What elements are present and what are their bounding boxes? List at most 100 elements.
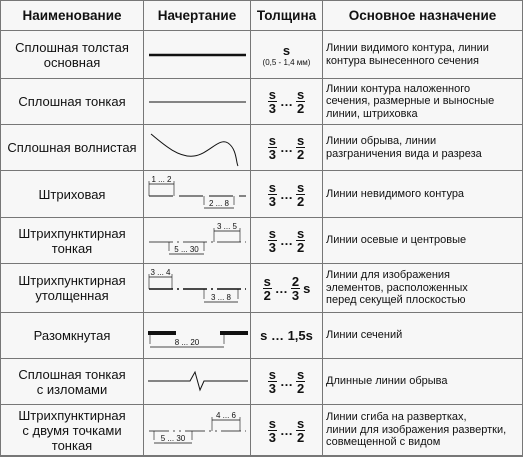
numerator: 2 xyxy=(290,273,301,289)
thickness-text: … xyxy=(280,186,293,202)
denominator: 2 xyxy=(297,240,305,255)
numerator: s xyxy=(267,415,277,431)
line-drawing: 4 ... 6 5 ... 30 xyxy=(149,411,246,443)
drawing-cell xyxy=(144,125,251,171)
purpose-text: Линии контура наложенного сечения, разме… xyxy=(326,82,495,120)
drawing-cell: 3 ... 4 3 ... 8 xyxy=(144,264,251,313)
numerator: s xyxy=(296,415,306,431)
numerator: s xyxy=(262,273,272,289)
line-name: Штрихпунктирная с двумя точками тонкая xyxy=(18,407,126,453)
purpose-cell: Линии обрыва, линии разграничения вида и… xyxy=(323,125,522,171)
purpose-text: Линии обрыва, линии разграничения вида и… xyxy=(326,135,482,160)
name-cell: Штрихпунктирная утолщенная xyxy=(1,264,144,313)
header-text: Основное назначение xyxy=(348,8,497,23)
purpose-cell: Линии контура наложенного сечения, разме… xyxy=(323,79,522,125)
thickness-cell: s 3… s 2 xyxy=(251,405,323,456)
thickness-text: … xyxy=(280,233,293,248)
purpose-cell: Линии для изображения элементов, располо… xyxy=(323,264,522,313)
thickness-cell: s 3… s 2 xyxy=(251,171,323,218)
thickness-text: s … 1,5s xyxy=(260,328,313,343)
name-cell: Разомкнутая xyxy=(1,313,144,359)
header-text: Наименование xyxy=(22,8,122,23)
numerator: s xyxy=(267,179,277,195)
denominator: 3 xyxy=(268,147,276,162)
dimension-label: 1 ... 2 xyxy=(151,175,172,184)
numerator: s xyxy=(267,87,277,102)
name-cell: Штрихпунктирная тонкая xyxy=(1,218,144,264)
dimension-label: 5 ... 30 xyxy=(174,245,199,254)
numerator: s xyxy=(296,87,306,102)
denominator: 3 xyxy=(268,240,276,255)
thickness-text: s xyxy=(303,280,311,296)
name-cell: Сплошная тонкая с изломами xyxy=(1,359,144,405)
dimension-label: 3 ... 8 xyxy=(211,293,232,302)
line-name: Сплошная тонкая xyxy=(18,94,126,109)
line-name: Сплошная толстая основная xyxy=(15,39,129,70)
purpose-cell: Линии сечений xyxy=(323,313,522,359)
denominator: 2 xyxy=(297,147,305,162)
thickness-text: s xyxy=(282,42,291,58)
thickness-cell: s (0,5 - 1,4 мм) xyxy=(251,31,323,79)
name-cell: Штрихпунктирная с двумя точками тонкая xyxy=(1,405,144,456)
thickness-text: … xyxy=(280,94,293,109)
thickness-text: … xyxy=(280,140,293,155)
line-drawing: 3 ... 4 3 ... 8 xyxy=(148,268,246,302)
header-cell: Основное назначение xyxy=(323,1,522,31)
line-drawing: 3 ... 5 5 ... 30 xyxy=(149,222,246,254)
line-name: Штриховая xyxy=(38,186,106,202)
denominator: 2 xyxy=(297,101,305,116)
denominator: 2 xyxy=(297,193,305,209)
header-cell: Начертание xyxy=(144,1,251,31)
numerator: s xyxy=(267,367,277,382)
name-cell: Сплошная волнистая xyxy=(1,125,144,171)
line-name: Штрихпунктирная утолщенная xyxy=(18,273,126,303)
drawing-cell: 3 ... 5 5 ... 30 xyxy=(144,218,251,264)
line-name: Сплошная тонкая с изломами xyxy=(18,366,126,397)
denominator: 2 xyxy=(297,429,305,445)
drawing-cell xyxy=(144,359,251,405)
header-text: Начертание xyxy=(157,8,237,23)
denominator: 3 xyxy=(268,193,276,209)
name-cell: Сплошная толстая основная xyxy=(1,31,144,79)
thickness-value: s xyxy=(283,43,290,58)
numerator: s xyxy=(296,226,306,241)
denominator: 3 xyxy=(291,287,300,303)
line-drawing xyxy=(149,101,246,102)
purpose-text: Длинные линии обрыва xyxy=(326,375,448,388)
line-name: Сплошная волнистая xyxy=(7,140,137,155)
purpose-cell: Линии невидимого контура xyxy=(323,171,522,218)
purpose-cell: Длинные линии обрыва xyxy=(323,359,522,405)
purpose-text: Линии осевые и центровые xyxy=(326,234,467,247)
dimension-label: 8 ... 20 xyxy=(175,338,200,347)
denominator: 3 xyxy=(268,101,276,116)
thickness-cell: s 2… 2 3 s xyxy=(251,264,323,313)
thickness-text: … xyxy=(274,280,288,296)
dimension-label: 5 ... 30 xyxy=(161,434,186,443)
dimension-label: 3 ... 4 xyxy=(150,268,171,277)
numerator: s xyxy=(267,226,277,241)
thickness-cell: s 3… s 2 xyxy=(251,79,323,125)
purpose-text: Линии невидимого контура xyxy=(326,187,465,200)
drawing-cell: 4 ... 6 5 ... 30 xyxy=(144,405,251,456)
name-cell: Штриховая xyxy=(1,171,144,218)
purpose-text: Линии сгиба на развертках, линии для изо… xyxy=(326,411,507,449)
denominator: 3 xyxy=(268,429,276,445)
break-line xyxy=(148,370,248,391)
denominator: 2 xyxy=(297,381,305,396)
thickness-cell: s 3… s 2 xyxy=(251,359,323,405)
name-cell: Сплошная тонкая xyxy=(1,79,144,125)
line-drawing xyxy=(148,370,248,391)
line-name: Штрихпунктирная тонкая xyxy=(18,225,126,256)
dimension-label: 3 ... 5 xyxy=(217,222,238,231)
thickness-text: … xyxy=(280,374,293,389)
